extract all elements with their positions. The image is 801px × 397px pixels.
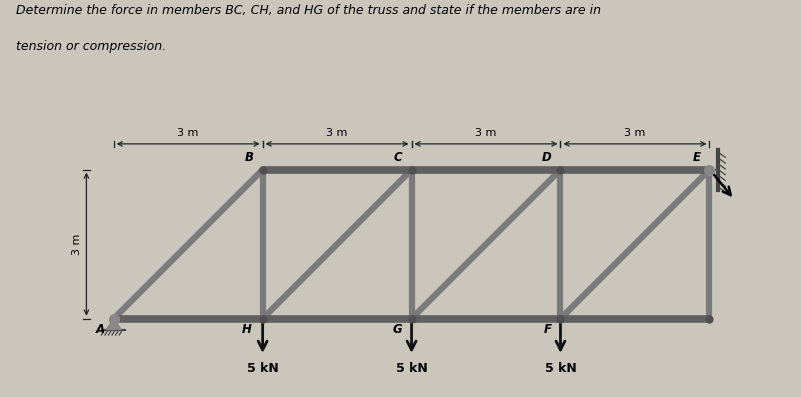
Text: 3 m: 3 m xyxy=(72,233,83,255)
Text: 3 m: 3 m xyxy=(178,128,199,138)
Text: B: B xyxy=(244,151,254,164)
Text: F: F xyxy=(544,323,552,335)
Text: Determine the force in members BC, CH, and HG of the truss and state if the memb: Determine the force in members BC, CH, a… xyxy=(16,4,601,17)
Text: C: C xyxy=(394,151,403,164)
Text: G: G xyxy=(393,323,403,335)
Text: A: A xyxy=(95,323,105,335)
Text: H: H xyxy=(242,323,252,335)
Text: 5 kN: 5 kN xyxy=(545,362,577,375)
Text: 5 kN: 5 kN xyxy=(247,362,279,375)
Polygon shape xyxy=(107,319,121,330)
Text: E: E xyxy=(692,151,700,164)
Text: tension or compression.: tension or compression. xyxy=(16,40,166,53)
Text: 3 m: 3 m xyxy=(475,128,497,138)
Text: 5 kN: 5 kN xyxy=(396,362,428,375)
Text: 3 m: 3 m xyxy=(327,128,348,138)
Text: D: D xyxy=(541,151,552,164)
Text: 3 m: 3 m xyxy=(624,128,646,138)
